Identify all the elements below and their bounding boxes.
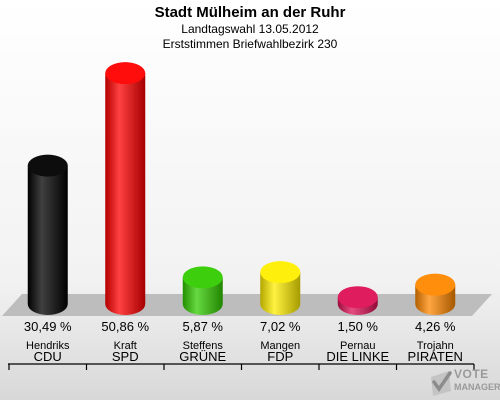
bar-top-4	[337, 286, 378, 309]
bar-top-2	[182, 266, 223, 289]
value-label-0: 30,49 %	[24, 319, 72, 334]
bar-top-1	[105, 62, 146, 85]
bars-group	[27, 62, 456, 315]
chart-header: Stadt Mülheim an der Ruhr Landtagswahl 1…	[0, 4, 500, 52]
candidate-label-0: Hendriks	[26, 340, 70, 352]
logo-line-vote: VOTE	[454, 367, 489, 381]
candidate-label-1: Kraft	[114, 340, 137, 352]
value-label-2: 5,87 %	[183, 319, 224, 334]
value-label-3: 7,02 %	[260, 319, 301, 334]
vote-manager-logo: VOTE MANAGER	[428, 366, 500, 398]
value-label-4: 1,50 %	[338, 319, 379, 334]
party-label-5: PIRATEN	[408, 349, 463, 364]
candidate-label-5: Trojahn	[417, 340, 454, 352]
bar-spd	[105, 73, 146, 315]
ballot-check-icon	[431, 371, 452, 396]
bar-cdu	[27, 165, 68, 315]
party-label-3: FDP	[267, 349, 293, 364]
bar-top-0	[27, 154, 68, 177]
chart-subtitle-district: Erststimmen Briefwahlbezirk 230	[162, 37, 338, 51]
candidate-label-2: Steffens	[183, 340, 224, 352]
candidate-label-4: Pernau	[340, 340, 375, 352]
party-label-4: DIE LINKE	[326, 349, 389, 364]
candidate-label-3: Mangen	[260, 340, 300, 352]
party-label-0: CDU	[34, 349, 62, 364]
value-label-5: 4,26 %	[415, 319, 456, 334]
chart-title: Stadt Mülheim an der Ruhr	[154, 4, 346, 21]
value-label-1: 50,86 %	[101, 319, 149, 334]
chart-subtitle-date: Landtagswahl 13.05.2012	[181, 22, 319, 36]
bar-top-3	[260, 261, 301, 284]
logo-line-manager: MANAGER	[454, 382, 500, 392]
party-label-2: GRÜNE	[179, 349, 226, 364]
bar-top-5	[415, 273, 456, 296]
party-label-1: SPD	[112, 349, 139, 364]
bar-fdp	[260, 272, 301, 315]
